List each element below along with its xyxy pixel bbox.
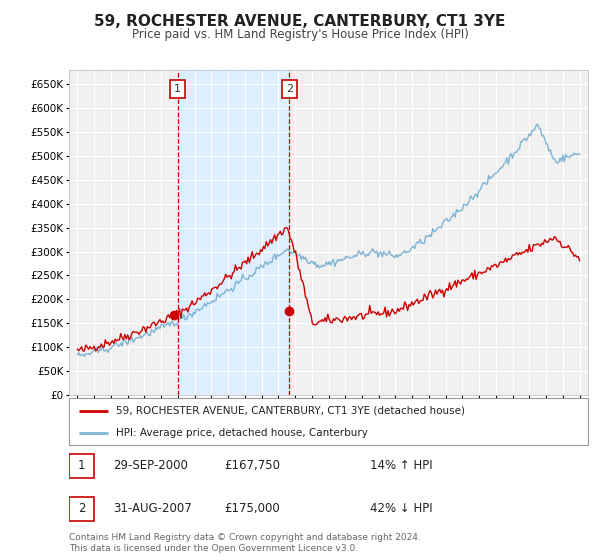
Text: 1: 1 [78,459,85,473]
Text: 2: 2 [286,84,293,94]
Text: HPI: Average price, detached house, Canterbury: HPI: Average price, detached house, Cant… [116,428,368,438]
FancyBboxPatch shape [69,454,94,478]
Text: £167,750: £167,750 [224,459,281,473]
Text: Price paid vs. HM Land Registry's House Price Index (HPI): Price paid vs. HM Land Registry's House … [131,28,469,41]
Bar [178,70,289,395]
Text: 42% ↓ HPI: 42% ↓ HPI [370,502,433,515]
Text: Contains HM Land Registry data © Crown copyright and database right 2024.
This d: Contains HM Land Registry data © Crown c… [69,533,421,553]
Text: 14% ↑ HPI: 14% ↑ HPI [370,459,433,473]
Text: 1: 1 [175,84,181,94]
Text: 59, ROCHESTER AVENUE, CANTERBURY, CT1 3YE (detached house): 59, ROCHESTER AVENUE, CANTERBURY, CT1 3Y… [116,406,465,416]
Text: £175,000: £175,000 [224,502,280,515]
Text: 2: 2 [78,502,85,515]
FancyBboxPatch shape [69,497,94,521]
FancyBboxPatch shape [69,398,588,445]
Text: 29-SEP-2000: 29-SEP-2000 [113,459,188,473]
Text: 31-AUG-2007: 31-AUG-2007 [113,502,192,515]
Text: 59, ROCHESTER AVENUE, CANTERBURY, CT1 3YE: 59, ROCHESTER AVENUE, CANTERBURY, CT1 3Y… [94,14,506,29]
